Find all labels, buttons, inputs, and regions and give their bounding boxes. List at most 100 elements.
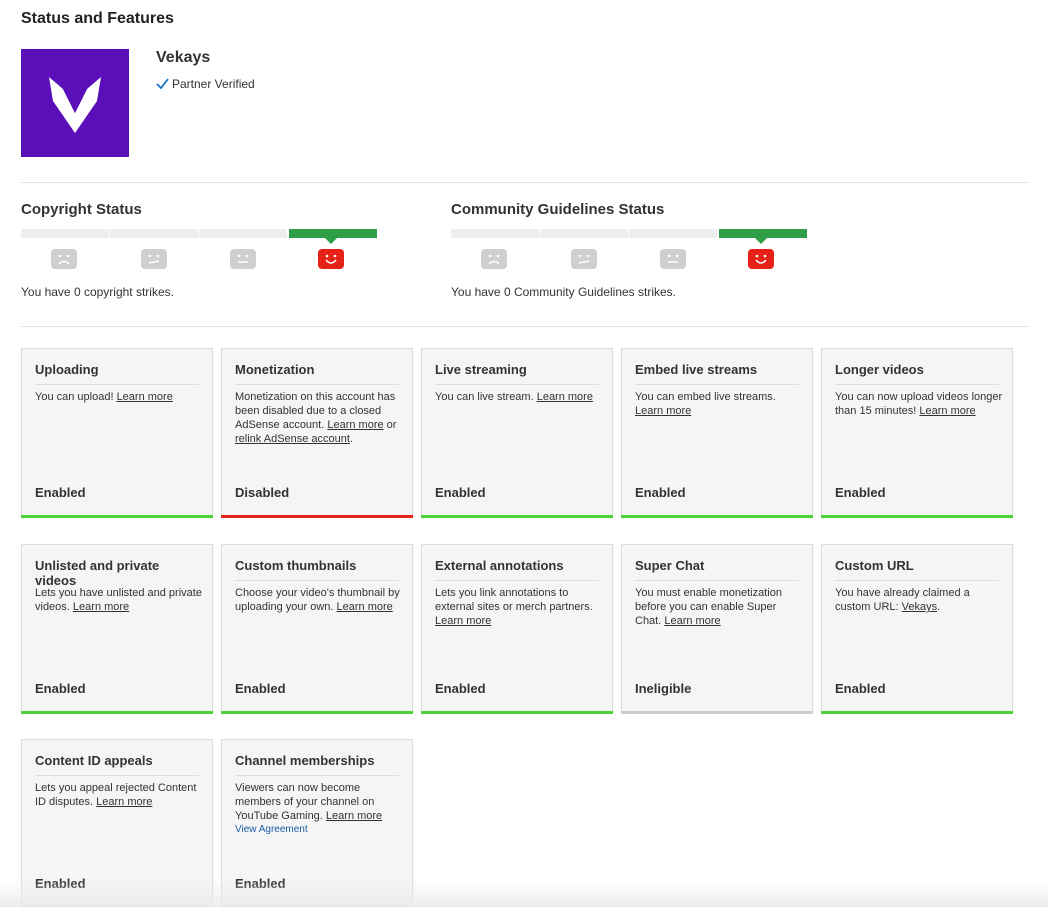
- feature-title: Custom thumbnails: [235, 558, 399, 581]
- feature-description: You can upload! Learn more: [35, 390, 203, 404]
- strike-level-0: [719, 229, 807, 244]
- feature-description-text: Choose your video's thumbnail by uploadi…: [235, 587, 400, 613]
- feature-status-bar: [821, 515, 1013, 518]
- smile-face-icon: [318, 249, 344, 269]
- feature-status-bar: [21, 711, 213, 714]
- feature-card-custom-thumbnails: Custom thumbnails Choose your video's thu…: [221, 544, 413, 714]
- copyright-strike-bar: [21, 229, 379, 244]
- feature-state: Enabled: [35, 876, 86, 891]
- feature-description: You have already claimed a custom URL: V…: [835, 586, 1003, 614]
- view-agreement-link[interactable]: View Agreement: [235, 824, 308, 835]
- vekays-link[interactable]: Vekays: [901, 601, 938, 613]
- unsure-face-icon: [571, 249, 597, 269]
- divider: [21, 182, 1029, 183]
- feature-description: Lets you have unlisted and private video…: [35, 586, 203, 614]
- feature-description-text: You can now upload videos longer than 15…: [835, 391, 1003, 417]
- channel-name[interactable]: Vekays: [156, 49, 211, 66]
- learn-more-link[interactable]: Learn more: [72, 601, 130, 613]
- feature-card-longer-videos: Longer videos You can now upload videos l…: [821, 348, 1013, 518]
- feature-description-text: .: [349, 433, 354, 445]
- learn-more-link[interactable]: Learn more: [96, 796, 153, 808]
- feature-title: External annotations: [435, 558, 599, 581]
- neutral-face-icon: [230, 249, 256, 269]
- partner-status: Partner Verified: [156, 77, 255, 91]
- relink-adsense-account-link[interactable]: relink AdSense account: [235, 433, 350, 445]
- feature-title: Channel memberships: [235, 753, 399, 776]
- channel-avatar[interactable]: [21, 49, 129, 157]
- learn-more-link[interactable]: Learn more: [919, 405, 976, 417]
- feature-description: You can embed live streams. Learn more: [635, 390, 803, 418]
- frown-face-icon: [51, 249, 77, 269]
- feature-state: Enabled: [35, 485, 86, 500]
- feature-title: Content ID appeals: [35, 753, 199, 776]
- neutral-face-icon: [660, 249, 686, 269]
- feature-state: Enabled: [35, 681, 86, 696]
- learn-more-link[interactable]: Learn more: [635, 405, 692, 417]
- feature-state: Enabled: [435, 681, 486, 696]
- feature-description-text: You can embed live streams.: [635, 391, 776, 403]
- strike-level-1: [199, 229, 287, 238]
- feature-description: You must enable monetization before you …: [635, 586, 803, 628]
- feature-description-text: You can upload!: [35, 391, 117, 403]
- partner-status-label: Partner Verified: [172, 77, 255, 91]
- copyright-strikes-text: You have 0 copyright strikes.: [21, 285, 174, 299]
- learn-more-link[interactable]: Learn more: [325, 810, 383, 822]
- channel-logo-icon: [49, 77, 101, 133]
- feature-description: Lets you link annotations to external si…: [435, 586, 603, 628]
- feature-state: Enabled: [235, 876, 286, 891]
- learn-more-link[interactable]: Learn more: [435, 615, 492, 627]
- feature-description-text: Lets you have unlisted and private video…: [35, 587, 202, 613]
- feature-state: Enabled: [635, 485, 686, 500]
- feature-state: Enabled: [435, 485, 486, 500]
- feature-status-bar: [621, 711, 813, 714]
- feature-description-text: .: [937, 601, 941, 613]
- community-status-title: Community Guidelines Status: [451, 201, 665, 218]
- feature-card-embed-live-streams: Embed live streams You can embed live str…: [621, 348, 813, 518]
- feature-status-bar: [421, 515, 613, 518]
- feature-description-text: You can live stream.: [435, 391, 537, 403]
- feature-state: Ineligible: [635, 681, 692, 696]
- feature-description: You can live stream. Learn more: [435, 390, 603, 404]
- feature-description: Lets you appeal rejected Content ID disp…: [35, 781, 203, 809]
- learn-more-link[interactable]: Learn more: [336, 601, 393, 613]
- feature-description-text: Lets you link annotations to external si…: [435, 587, 593, 613]
- page-title: Status and Features: [21, 10, 174, 27]
- feature-description-text: or: [383, 419, 397, 431]
- copyright-status: Copyright Status You have 0 copyright st…: [21, 201, 421, 299]
- smile-face-icon: [748, 249, 774, 269]
- feature-title: Unlisted and private videos: [35, 558, 199, 596]
- feature-card-custom-url: Custom URL You have already claimed a cus…: [821, 544, 1013, 714]
- feature-card-external-annotations: External annotations Lets you link annota…: [421, 544, 613, 714]
- feature-title: Monetization: [235, 362, 399, 385]
- copyright-status-title: Copyright Status: [21, 201, 142, 218]
- feature-title: Uploading: [35, 362, 199, 385]
- learn-more-link[interactable]: Learn more: [536, 391, 593, 403]
- feature-card-unlisted-and-private-videos: Unlisted and private videos Lets you have…: [21, 544, 213, 714]
- learn-more-link[interactable]: Learn more: [327, 419, 384, 431]
- check-icon: [156, 78, 169, 90]
- feature-state: Disabled: [235, 485, 290, 500]
- feature-status-bar: [821, 711, 1013, 714]
- feature-card-super-chat: Super Chat You must enable monetization b…: [621, 544, 813, 714]
- learn-more-link[interactable]: Learn more: [116, 391, 173, 403]
- feature-description-text: Lets you appeal rejected Content ID disp…: [35, 782, 197, 808]
- feature-card-channel-memberships: Channel memberships Viewers can now becom…: [221, 739, 413, 907]
- feature-card-monetization: Monetization Monetization on this account…: [221, 348, 413, 518]
- feature-description: Monetization on this account has been di…: [235, 390, 403, 446]
- community-strike-bar: [451, 229, 809, 244]
- feature-state: Enabled: [835, 485, 886, 500]
- feature-status-bar: [21, 515, 213, 518]
- feature-description-text: You must enable monetization before you …: [635, 587, 782, 627]
- feature-status-bar: [221, 515, 413, 518]
- feature-description-text: Monetization on this account has been di…: [235, 391, 396, 431]
- strike-level-0: [289, 229, 377, 244]
- learn-more-link[interactable]: Learn more: [664, 615, 721, 627]
- strike-level-3: [451, 229, 539, 238]
- feature-description-text: You have already claimed a custom URL:: [835, 587, 970, 613]
- strike-level-3: [21, 229, 109, 238]
- feature-title: Super Chat: [635, 558, 799, 581]
- strike-level-2: [110, 229, 198, 238]
- feature-description: Choose your video's thumbnail by uploadi…: [235, 586, 403, 614]
- unsure-face-icon: [141, 249, 167, 269]
- feature-card-uploading: Uploading You can upload! Learn more Enabl…: [21, 348, 213, 518]
